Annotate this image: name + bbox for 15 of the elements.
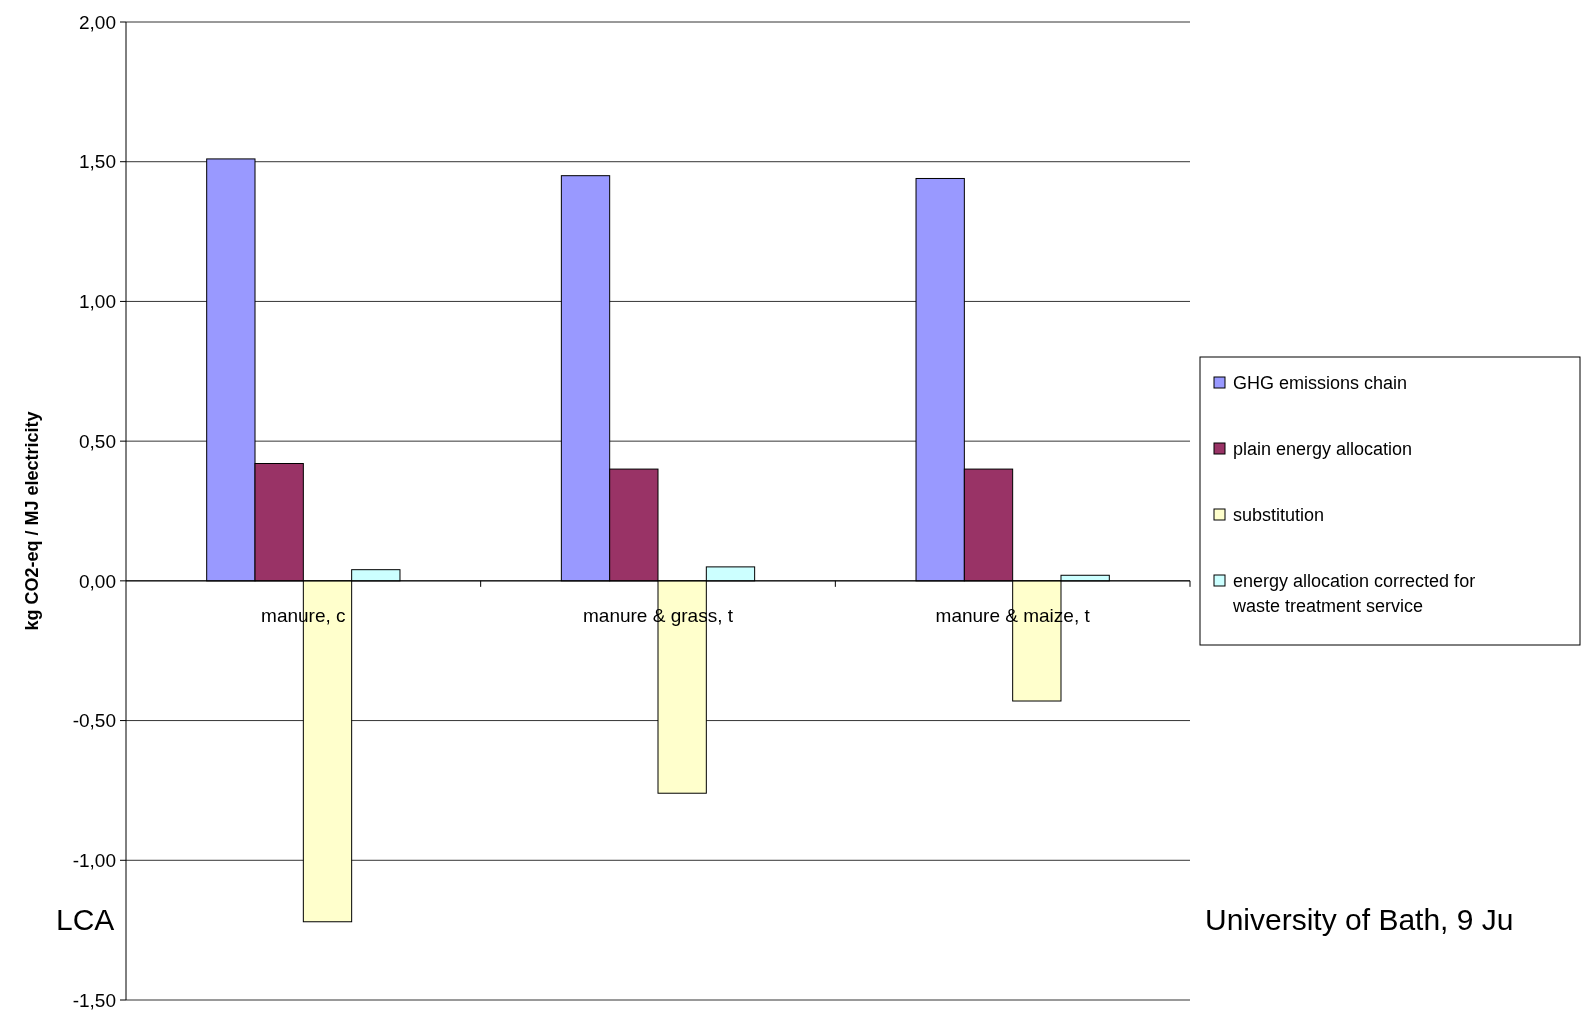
- legend-label: substitution: [1233, 505, 1325, 525]
- y-tick-label: 0,50: [79, 430, 116, 452]
- legend-label: plain energy allocation: [1233, 439, 1413, 459]
- legend-label: GHG emissions chain: [1233, 373, 1408, 393]
- text: University of Bath, 9 Ju: [1205, 903, 1514, 936]
- y-tick-label: 1,50: [79, 151, 116, 173]
- y-tick-label: -1,00: [72, 849, 116, 871]
- y-tick-label: 0,00: [79, 570, 116, 592]
- y-axis-title: kg CO2-eq / MJ electricity: [22, 411, 42, 631]
- legend-label: energy allocation corrected for waste treatment service: [1232, 571, 1476, 616]
- y-tick-label: -0,50: [72, 710, 116, 732]
- y-tick-label: 1,00: [79, 291, 116, 313]
- text: LCA: [56, 903, 115, 936]
- y-tick-label: 2,00: [79, 11, 116, 33]
- y-tick-label: -1,50: [72, 989, 116, 1011]
